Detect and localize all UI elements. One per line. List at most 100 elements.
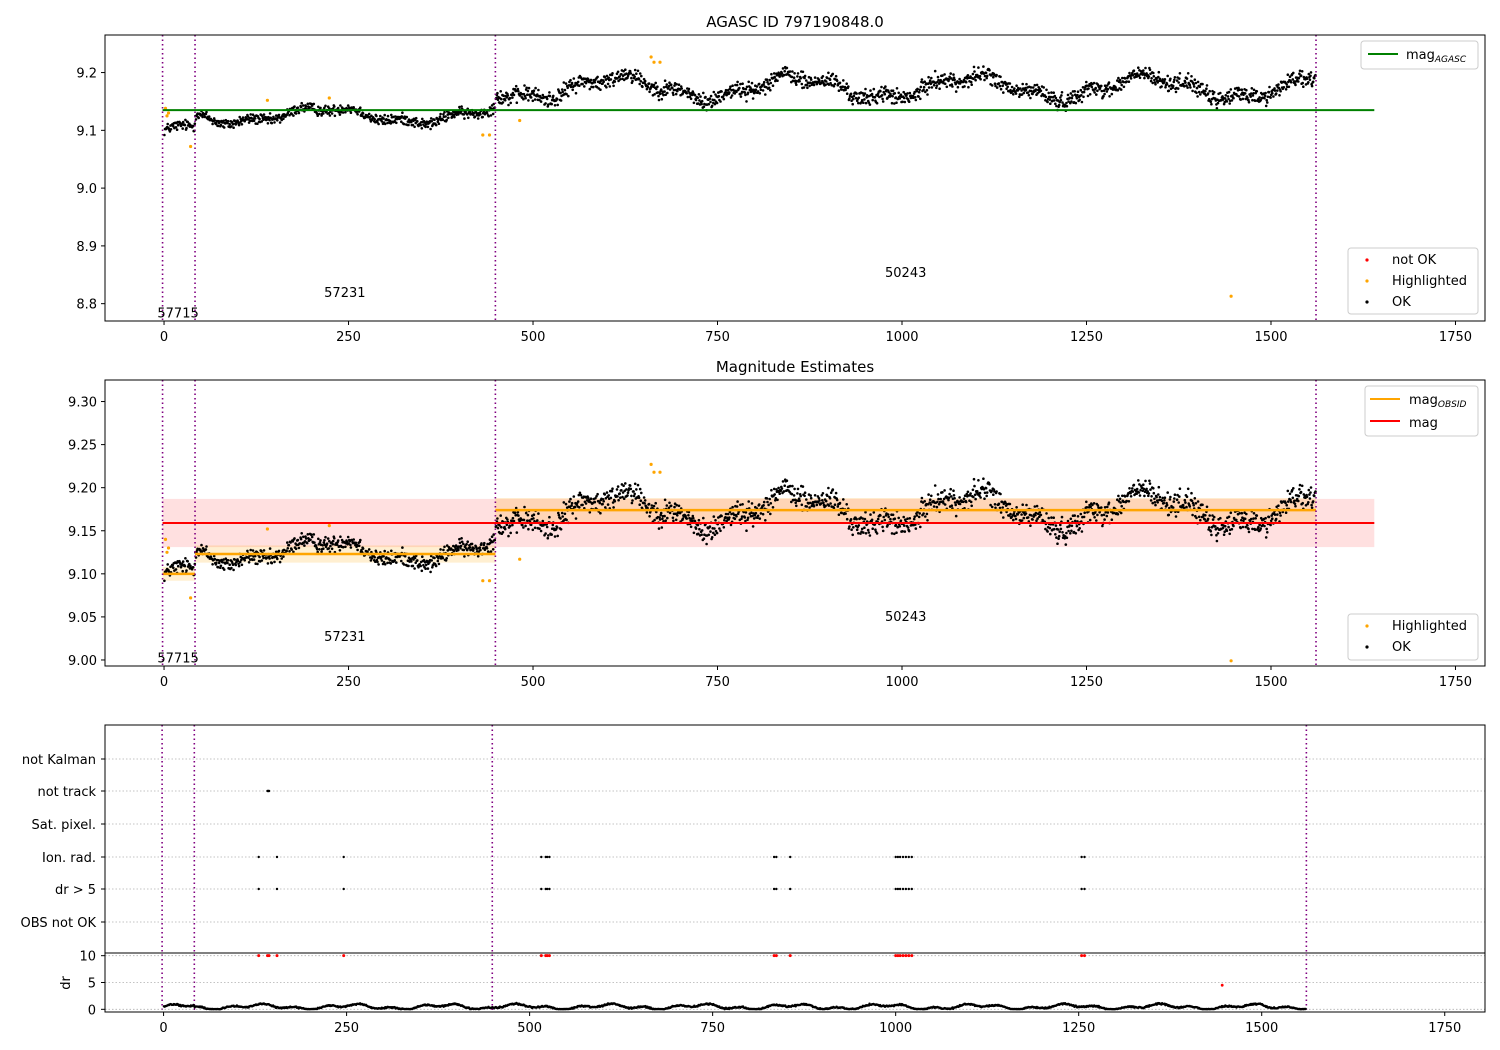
ok-point xyxy=(1086,94,1090,98)
ok-point xyxy=(1044,95,1048,99)
ok-point xyxy=(329,544,332,548)
ok-point xyxy=(344,110,347,114)
ok-point xyxy=(765,78,769,81)
ok-point xyxy=(842,79,845,82)
ok-point xyxy=(1299,74,1303,77)
ok-point xyxy=(1117,76,1120,80)
x-tick-label: 1000 xyxy=(885,330,918,345)
ok-point xyxy=(294,112,298,115)
ok-point xyxy=(788,70,792,73)
ok-point xyxy=(1142,487,1146,491)
ok-point xyxy=(181,127,184,130)
ok-point xyxy=(557,513,561,517)
ok-point xyxy=(429,570,432,574)
ok-point xyxy=(434,123,438,127)
ok-point xyxy=(656,85,659,88)
ok-point xyxy=(262,556,265,560)
ok-point xyxy=(1263,524,1266,528)
ok-point xyxy=(1108,95,1111,98)
ok-point xyxy=(657,98,661,102)
ok-point xyxy=(1020,93,1024,96)
ok-point xyxy=(1071,94,1074,97)
ok-point xyxy=(740,517,743,521)
ok-point xyxy=(1025,503,1028,507)
ok-point xyxy=(876,517,880,521)
ok-point xyxy=(1022,91,1026,95)
ok-point xyxy=(657,94,660,98)
ok-point xyxy=(1165,503,1169,507)
y-tick-label: 9.25 xyxy=(68,439,97,454)
ok-point xyxy=(319,539,322,542)
ok-point xyxy=(316,550,320,554)
ok-point xyxy=(922,88,925,92)
ok-point xyxy=(240,123,244,126)
ok-point xyxy=(236,120,240,123)
ok-point xyxy=(671,91,675,95)
ok-point xyxy=(1310,506,1314,510)
ok-point xyxy=(983,78,986,82)
ok-point xyxy=(971,488,975,492)
ok-point xyxy=(505,96,509,99)
ok-point xyxy=(1194,81,1198,85)
ok-point xyxy=(1155,77,1158,81)
ok-point xyxy=(1119,511,1123,515)
y-tick-label: 9.10 xyxy=(68,568,97,583)
ok-point xyxy=(1061,531,1064,534)
ok-point xyxy=(990,84,994,87)
ok-point xyxy=(559,91,562,95)
ok-point xyxy=(709,530,712,533)
ok-point xyxy=(884,85,887,88)
ok-point xyxy=(1162,501,1166,505)
ok-point xyxy=(669,83,673,86)
ok-point xyxy=(973,493,977,497)
ok-point xyxy=(782,490,786,493)
ok-point xyxy=(1085,500,1088,504)
ok-point xyxy=(266,562,270,565)
ok-point xyxy=(390,549,393,553)
ok-point xyxy=(686,95,690,99)
ok-point xyxy=(1192,503,1195,507)
ok-point xyxy=(349,546,353,549)
ok-point xyxy=(1056,542,1059,545)
ok-point xyxy=(1079,512,1083,516)
ok-point xyxy=(729,85,732,88)
ok-point xyxy=(1285,83,1288,86)
ok-point xyxy=(373,118,377,121)
ok-point xyxy=(1186,72,1190,75)
ok-point xyxy=(1054,533,1057,536)
ok-point xyxy=(221,560,224,564)
agasc-legend-highlighted-swatch xyxy=(1365,279,1369,283)
ok-point xyxy=(1267,90,1271,94)
ok-point xyxy=(1223,97,1227,100)
ok-point xyxy=(1273,87,1276,90)
ok-point xyxy=(1237,95,1241,98)
ok-point xyxy=(947,496,951,500)
ok-point xyxy=(1009,512,1012,516)
ok-point xyxy=(1025,82,1028,86)
ok-point xyxy=(1247,527,1250,531)
ok-point xyxy=(206,555,210,559)
ok-point xyxy=(1096,513,1099,517)
ok-point xyxy=(617,79,620,83)
ok-point xyxy=(1103,506,1107,509)
ok-point xyxy=(1227,515,1231,519)
ok-point xyxy=(591,85,595,89)
ok-point xyxy=(596,75,599,79)
ok-point xyxy=(1047,91,1050,95)
ok-point xyxy=(930,86,934,89)
ok-point xyxy=(557,511,560,515)
ok-point xyxy=(340,538,344,542)
ok-point xyxy=(191,124,195,128)
ok-point xyxy=(1107,501,1111,505)
ok-point xyxy=(1073,514,1076,517)
ok-point xyxy=(1265,98,1268,102)
ok-point xyxy=(176,564,180,568)
ok-point xyxy=(1150,77,1153,80)
ok-point xyxy=(1208,514,1211,517)
ok-point xyxy=(1176,493,1179,497)
ok-point xyxy=(420,127,424,130)
ok-point xyxy=(1273,89,1277,92)
ok-point xyxy=(288,113,291,117)
ok-point xyxy=(927,75,930,79)
ok-point xyxy=(1018,95,1021,99)
